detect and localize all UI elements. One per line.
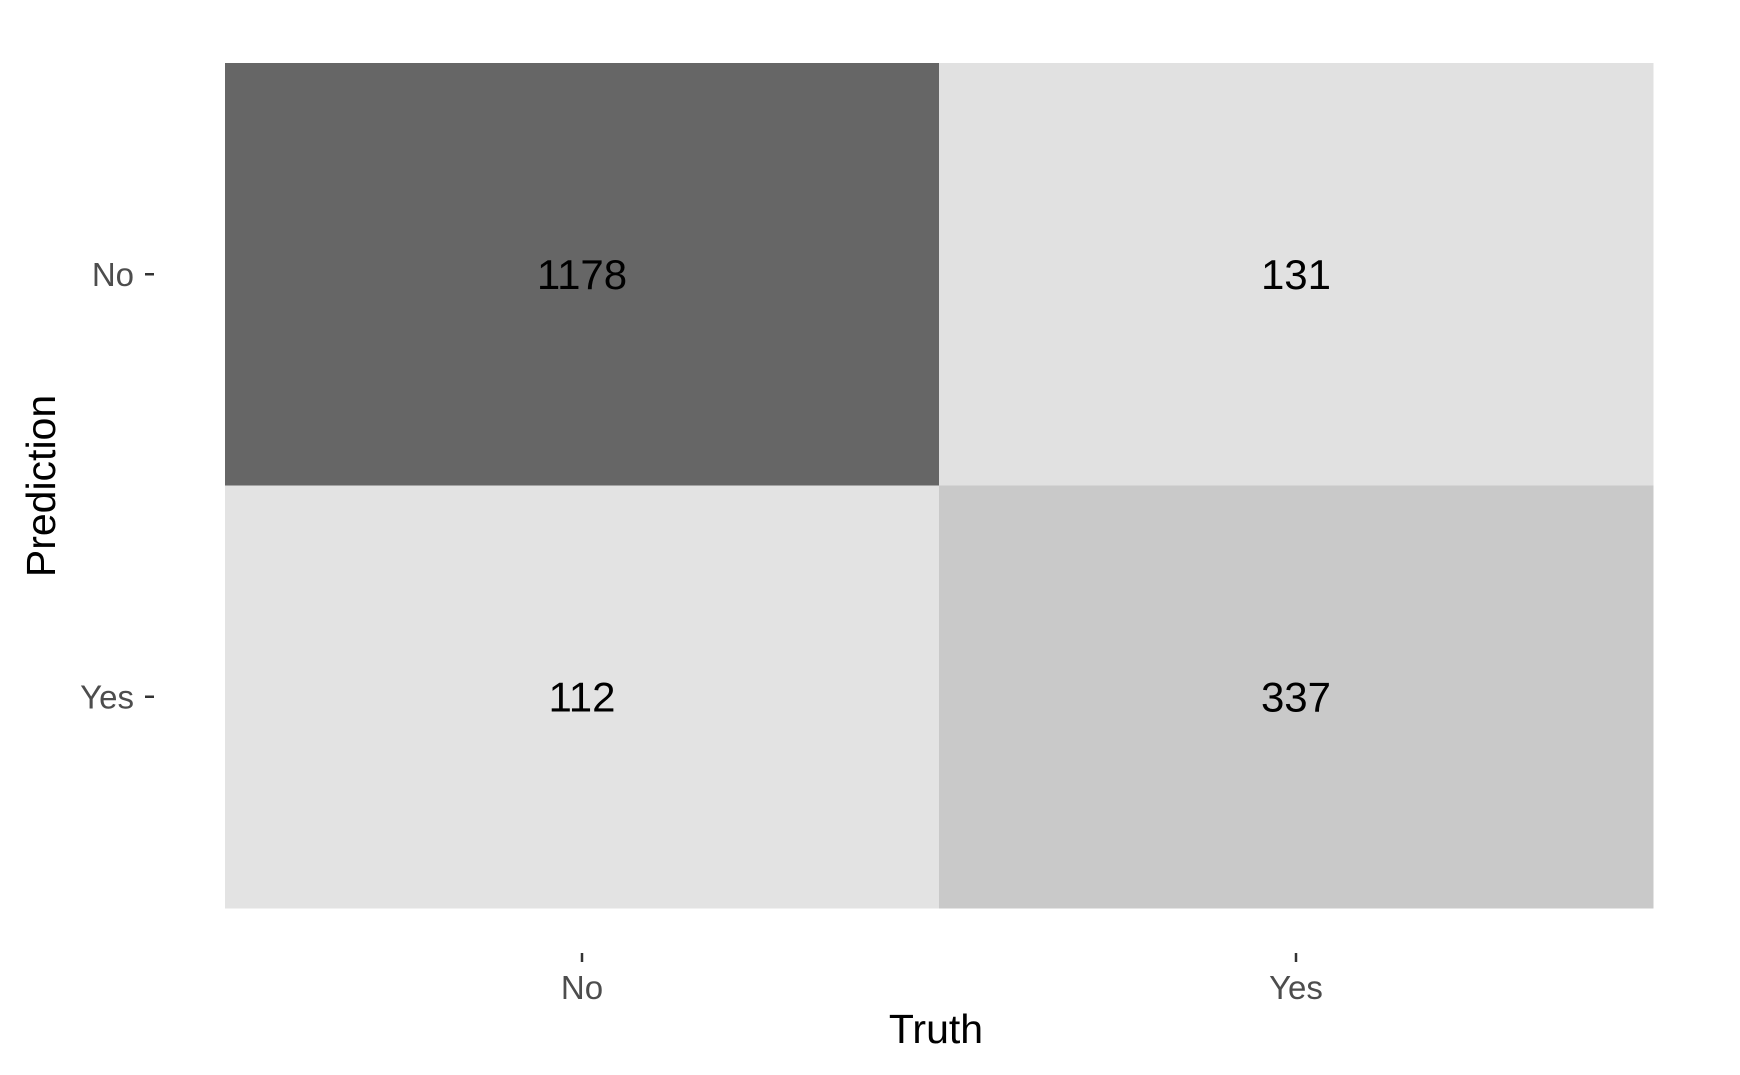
y-tick-label: Yes <box>80 678 134 715</box>
x-tick-label: No <box>561 969 603 1006</box>
cell-value-label: 112 <box>549 673 616 720</box>
heatmap-cell-yes-no <box>225 485 940 909</box>
x-tick-label: Yes <box>1269 969 1323 1006</box>
y-axis: No Yes <box>80 256 154 715</box>
y-axis-title: Prediction <box>18 395 64 577</box>
heatmap-cell-no-yes <box>939 63 1654 486</box>
cell-value-label: 131 <box>1261 251 1331 298</box>
heatmap-cell-no-no <box>225 63 940 486</box>
cell-value-label: 337 <box>1261 673 1331 720</box>
cell-value-label: 1178 <box>537 251 627 298</box>
x-axis: No Yes <box>561 953 1323 1006</box>
heatmap-cell-yes-yes <box>939 485 1654 909</box>
y-tick-label: No <box>92 256 134 293</box>
x-axis-title: Truth <box>889 1006 983 1052</box>
heatmap-cell-labels: 1178 131 112 337 <box>537 251 1331 721</box>
heatmap-cells <box>225 63 1654 909</box>
